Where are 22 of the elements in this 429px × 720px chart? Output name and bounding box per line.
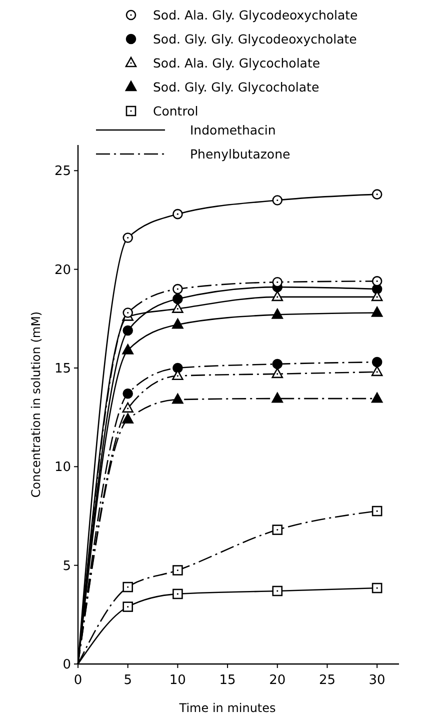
y-axis-title: Concentration in solution (mM)	[29, 311, 43, 498]
legend-label: Sod. Gly. Gly. Glycodeoxycholate	[153, 31, 358, 46]
x-tick-label: 15	[219, 673, 236, 688]
y-tick-label: 0	[62, 658, 71, 673]
legend-label: Sod. Gly. Gly. Glycocholate	[153, 79, 320, 94]
y-tick-label: 15	[54, 362, 71, 377]
legend-label: Sod. Ala. Gly. Glycodeoxycholate	[153, 7, 358, 22]
x-tick-label: 5	[124, 673, 132, 688]
text: Indomethacin	[190, 122, 276, 138]
x-tick-label: 30	[368, 673, 386, 688]
y-tick-label: 20	[54, 262, 71, 278]
legend-label: Control	[153, 103, 198, 118]
y-tick-label: 5	[62, 558, 71, 574]
x-tick-label: 25	[318, 673, 336, 688]
annotation: Phenylbutazone	[190, 146, 290, 162]
x-tick-label: 0	[74, 673, 82, 688]
x-tick-label: 10	[169, 673, 186, 688]
x-axis-title: Time in minutes	[178, 701, 276, 715]
legend-label: Sod. Ala. Gly. Glycocholate	[153, 55, 320, 70]
y-tick-label: 10	[54, 460, 71, 476]
x-tick-label: 20	[269, 673, 286, 688]
y-tick-label: 25	[54, 164, 71, 180]
